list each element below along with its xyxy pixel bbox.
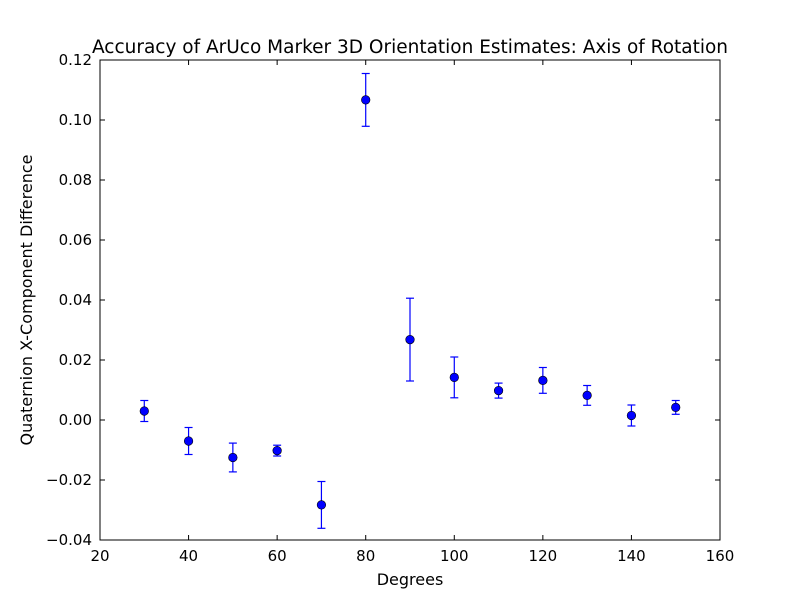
data-point	[449, 372, 459, 383]
data-point	[272, 446, 282, 456]
x-tick-label: 120	[529, 547, 558, 565]
data-point	[582, 390, 592, 401]
y-axis-label: Quaternion X-Component Difference	[17, 155, 36, 446]
x-tick-label: 140	[617, 547, 646, 565]
y-tick-label: 0.12	[59, 51, 92, 69]
data-point-group	[316, 480, 327, 529]
x-tick-label: 40	[179, 547, 198, 565]
data-point	[183, 436, 194, 446]
data-point	[316, 500, 327, 510]
x-tick-label: 60	[268, 547, 287, 565]
data-point-group	[582, 384, 592, 406]
y-tick-label: 0.08	[59, 171, 92, 189]
y-tick-label: 0.06	[59, 231, 92, 249]
data-point-group	[361, 72, 371, 127]
data-point	[361, 95, 371, 105]
data-point	[228, 452, 238, 463]
y-tick-label: −0.04	[46, 531, 92, 549]
data-point	[493, 386, 504, 396]
data-point-group	[228, 442, 238, 473]
data-point-group	[626, 404, 637, 427]
y-tick-label: 0.10	[59, 111, 92, 129]
x-tick-label: 20	[90, 547, 109, 565]
data-point-group	[449, 356, 459, 399]
data-point	[671, 402, 681, 413]
data-point-group	[405, 297, 415, 382]
x-tick-label: 80	[356, 547, 375, 565]
chart-title: Accuracy of ArUco Marker 3D Orientation …	[92, 37, 728, 58]
data-point	[139, 406, 149, 416]
data-point-group	[538, 366, 548, 394]
y-tick-label: 0.04	[59, 291, 92, 309]
y-tick-label: 0.00	[59, 411, 92, 429]
data-point-group	[671, 399, 681, 415]
data-point-group	[139, 399, 149, 423]
y-tick-label: −0.02	[46, 471, 92, 489]
x-tick-label: 160	[706, 547, 735, 565]
y-tick-label: 0.02	[59, 351, 92, 369]
data-point	[405, 335, 415, 345]
data-point-group	[272, 444, 282, 457]
data-point	[538, 375, 548, 386]
x-tick-label: 100	[440, 547, 469, 565]
data-point	[626, 410, 637, 421]
x-axis-label: Degrees	[377, 570, 444, 589]
data-point-group	[183, 426, 194, 456]
data-point-group	[493, 382, 504, 399]
